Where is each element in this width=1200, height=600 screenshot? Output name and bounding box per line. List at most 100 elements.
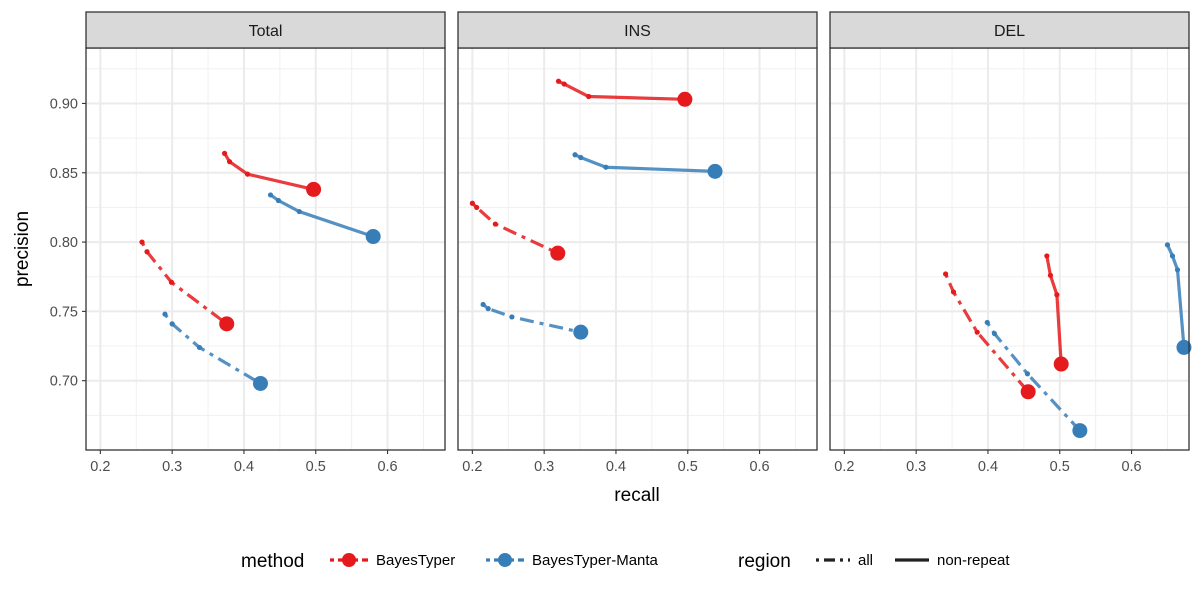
data-point-bayestyper-non-repeat: [1044, 253, 1050, 259]
x-tick-label: 0.5: [306, 459, 326, 475]
series-line-bayestyper-all: [140, 241, 228, 326]
x-tick-label: 0.2: [90, 459, 110, 475]
x-tick-label: 0.6: [1121, 459, 1141, 475]
series-line-bayestyper-non-repeat: [557, 79, 685, 101]
data-point-bayestyper-all: [550, 245, 566, 261]
data-point-bayestyper-manta-non-repeat: [1169, 253, 1176, 259]
x-tick-label: 0.5: [678, 459, 698, 475]
data-point-bayestyper-manta-all: [485, 306, 491, 312]
series-line-bayestyper-manta-all: [482, 303, 582, 334]
x-tick-label: 0.4: [234, 459, 254, 475]
x-tick-label: 0.3: [906, 459, 926, 475]
series-line-bayestyper-all: [471, 202, 559, 255]
legend-key-point-bayestyper-manta: [498, 553, 512, 567]
data-point-bayestyper-manta-all: [573, 324, 589, 340]
panel-total: Total 0.2 0.3 0.4 0.5 0.6 0.70 0.75 0.80 0.85 0.90: [50, 11, 446, 475]
y-tick-label: 0.85: [50, 166, 78, 182]
legend-label-bayestyper: BayesTyper: [376, 552, 455, 569]
data-point-bayestyper-non-repeat: [586, 93, 592, 100]
series-line-bayestyper-manta-non-repeat: [574, 153, 716, 173]
data-point-bayestyper-manta-all: [509, 314, 515, 320]
legend-title-region: region: [738, 551, 791, 572]
y-tick-label: 0.80: [50, 235, 78, 251]
data-point-bayestyper-manta-all: [252, 375, 268, 391]
data-point-bayestyper-manta-all: [196, 344, 203, 351]
strip-background: [457, 11, 818, 49]
data-point-bayestyper-non-repeat: [1053, 356, 1069, 372]
x-tick-label: 0.5: [1050, 459, 1070, 475]
data-point-bayestyper-non-repeat: [306, 181, 322, 197]
data-point-bayestyper-manta-all: [169, 321, 175, 327]
data-point-bayestyper-manta-non-repeat: [1164, 242, 1171, 248]
data-point-bayestyper-manta-non-repeat: [572, 152, 578, 158]
data-point-bayestyper-manta-non-repeat: [1176, 339, 1192, 355]
panel-ins: INS 0.2 0.3 0.4 0.5 0.6: [457, 11, 818, 475]
data-point-bayestyper-all: [144, 249, 150, 255]
strip-background: [85, 11, 446, 49]
x-tick-label: 0.2: [834, 459, 854, 475]
legend-label-bayestyper-manta: BayesTyper-Manta: [532, 552, 659, 569]
data-point-bayestyper-non-repeat: [555, 78, 562, 84]
x-tick-label: 0.2: [462, 459, 482, 475]
panel-background: [86, 48, 445, 450]
series-line-bayestyper-manta-non-repeat: [1166, 244, 1186, 348]
data-point-bayestyper-non-repeat: [221, 150, 228, 156]
x-tick-label: 0.4: [606, 459, 626, 475]
data-point-bayestyper-manta-non-repeat: [275, 197, 282, 204]
x-tick-label: 0.3: [162, 459, 182, 475]
data-point-bayestyper-all: [950, 289, 957, 295]
data-point-bayestyper-manta-non-repeat: [1174, 267, 1181, 273]
x-axis-title: recall: [614, 485, 659, 506]
panels-layer: Total 0.2 0.3 0.4 0.5 0.6 0.70 0.75 0.80 0.85 0.90…: [50, 11, 1192, 475]
strip-background: [829, 11, 1190, 49]
data-point-bayestyper-non-repeat: [1054, 292, 1060, 298]
series-line-bayestyper-non-repeat: [1045, 255, 1063, 365]
x-tick-label: 0.4: [978, 459, 998, 475]
data-point-bayestyper-all: [168, 279, 175, 285]
panel-background: [458, 48, 817, 450]
y-tick-label: 0.70: [50, 374, 78, 390]
series-line-bayestyper-manta-non-repeat: [269, 193, 374, 239]
strip-title-total: Total: [249, 23, 283, 40]
data-point-bayestyper-manta-all: [162, 311, 168, 317]
x-tick-label: 0.6: [749, 459, 769, 475]
y-tick-label: 0.75: [50, 304, 78, 320]
panel-del: DEL 0.2 0.3 0.4 0.5 0.6: [829, 11, 1192, 475]
series-line-bayestyper-non-repeat: [223, 152, 314, 191]
data-point-bayestyper-manta-non-repeat: [365, 229, 381, 245]
data-point-bayestyper-manta-all: [480, 301, 486, 308]
data-point-bayestyper-non-repeat: [1047, 272, 1054, 278]
series-line-bayestyper-all: [944, 273, 1030, 393]
y-tick-label: 0.90: [50, 96, 78, 112]
legend: method BayesTyper BayesTyper-Manta regio…: [241, 551, 1010, 572]
legend-key-point-bayestyper: [342, 553, 356, 567]
data-point-bayestyper-all: [492, 221, 498, 227]
x-tick-label: 0.3: [534, 459, 554, 475]
data-point-bayestyper-all: [139, 239, 145, 245]
data-point-bayestyper-manta-non-repeat: [603, 164, 609, 170]
series-line-bayestyper-manta-all: [985, 321, 1082, 432]
data-point-bayestyper-manta-non-repeat: [267, 192, 274, 198]
legend-label-all: all: [858, 552, 873, 569]
y-axis-title: precision: [12, 211, 33, 287]
data-point-bayestyper-manta-non-repeat: [707, 163, 723, 179]
data-point-bayestyper-all: [469, 200, 475, 206]
legend-title-method: method: [241, 551, 304, 572]
panel-background: [830, 48, 1189, 450]
data-point-bayestyper-non-repeat: [561, 81, 567, 87]
data-point-bayestyper-all: [474, 204, 480, 211]
data-point-bayestyper-all: [942, 271, 949, 277]
strip-title-del: DEL: [994, 23, 1025, 40]
data-point-bayestyper-manta-non-repeat: [296, 208, 302, 215]
x-tick-label: 0.6: [377, 459, 397, 475]
series-line-bayestyper-manta-all: [163, 313, 262, 385]
data-point-bayestyper-all: [1020, 384, 1036, 400]
legend-label-non-repeat: non-repeat: [937, 552, 1010, 569]
data-point-bayestyper-non-repeat: [677, 91, 693, 107]
data-point-bayestyper-non-repeat: [244, 171, 251, 177]
data-point-bayestyper-manta-all: [1072, 423, 1088, 439]
data-point-bayestyper-manta-non-repeat: [578, 154, 584, 161]
data-point-bayestyper-all: [219, 316, 235, 332]
strip-title-ins: INS: [624, 23, 651, 40]
